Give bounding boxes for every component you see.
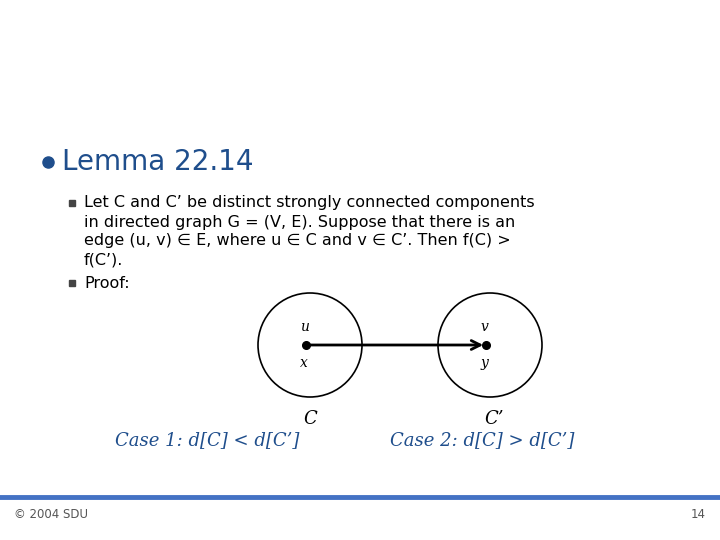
- Text: C’: C’: [485, 410, 504, 428]
- Text: C: C: [303, 410, 317, 428]
- Text: x: x: [300, 356, 308, 370]
- Text: Let C and C’ be distinct strongly connected components: Let C and C’ be distinct strongly connec…: [84, 195, 535, 211]
- Text: v: v: [480, 320, 488, 334]
- Text: f(C’).: f(C’).: [84, 253, 123, 267]
- Text: Case 2: d[C] > d[C’]: Case 2: d[C] > d[C’]: [390, 431, 575, 449]
- Text: 14: 14: [691, 509, 706, 522]
- Text: edge (u, v) ∈ E, where u ∈ C and v ∈ C’. Then f(C) >: edge (u, v) ∈ E, where u ∈ C and v ∈ C’.…: [84, 233, 510, 248]
- Text: Proof:: Proof:: [84, 275, 130, 291]
- Text: Case 1: d[C] < d[C’]: Case 1: d[C] < d[C’]: [115, 431, 300, 449]
- Text: Lemma 22.14: Lemma 22.14: [62, 148, 253, 176]
- Text: y: y: [480, 356, 488, 370]
- Text: in directed graph G = (V, E). Suppose that there is an: in directed graph G = (V, E). Suppose th…: [84, 214, 516, 230]
- Text: © 2004 SDU: © 2004 SDU: [14, 509, 88, 522]
- Text: u: u: [300, 320, 308, 334]
